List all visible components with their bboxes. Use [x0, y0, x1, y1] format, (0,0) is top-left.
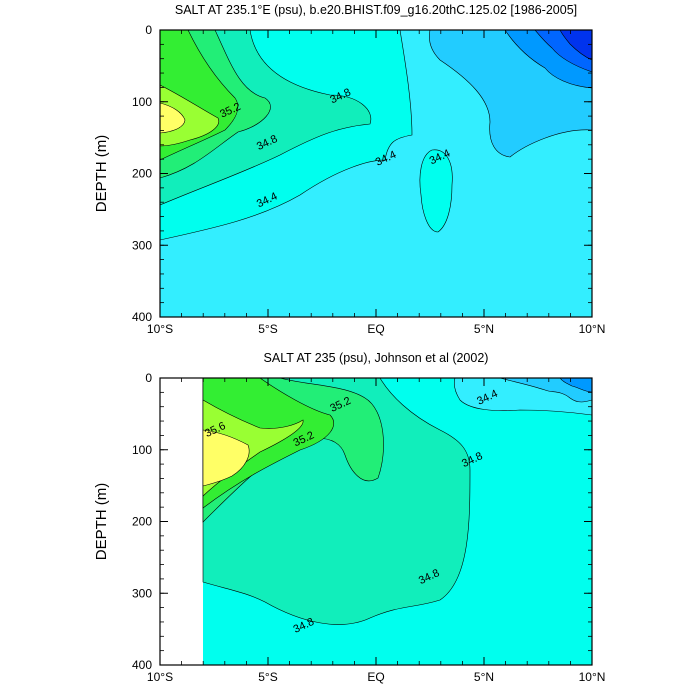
y-tick-label: 100 [132, 95, 152, 109]
y-tick-label: 0 [145, 371, 152, 385]
model-axes: 10°S 5°S EQ 5°N 10°N 0 100 200 300 400 DEPTH (m) [93, 23, 605, 336]
x-tick-label: 5°S [258, 670, 277, 684]
x-tick-label: 10°S [147, 322, 173, 336]
observed-panel-title: SALT AT 235 (psu), Johnson et al (2002) [264, 351, 489, 365]
model-salinity-panel: SALT AT 235.1°E (psu), b.e20.BHIST.f09_g… [93, 3, 605, 336]
fill-35-6 [160, 102, 186, 134]
x-tick-label: EQ [367, 670, 384, 684]
x-tick-label: EQ [367, 322, 384, 336]
x-tick-label: 5°S [258, 322, 277, 336]
y-axis-label: DEPTH (m) [93, 483, 110, 561]
observed-salinity-panel: SALT AT 235 (psu), Johnson et al (2002) … [93, 351, 605, 684]
fill-35-8 [202, 429, 250, 487]
x-tick-label: 5°N [474, 670, 494, 684]
y-axis-label: DEPTH (m) [93, 135, 110, 213]
observed-axes: 10°S 5°S EQ 5°N 10°N 0 100 200 300 400 DEPTH (m) [93, 371, 605, 684]
fill-35-4 [160, 84, 220, 147]
y-tick-label: 0 [145, 23, 152, 37]
observed-contour-fills [202, 378, 592, 665]
fill-34-2 [559, 378, 592, 393]
model-contour-fills [160, 30, 592, 317]
x-tick-label: 10°S [147, 670, 173, 684]
fill-34-4-island [419, 149, 453, 233]
y-tick-label: 400 [132, 310, 152, 324]
y-tick-label: 300 [132, 586, 152, 600]
x-tick-label: 10°N [579, 670, 606, 684]
model-panel-title: SALT AT 235.1°E (psu), b.e20.BHIST.f09_g… [175, 3, 577, 17]
x-tick-label: 5°N [474, 322, 494, 336]
y-tick-label: 200 [132, 167, 152, 181]
y-tick-label: 400 [132, 658, 152, 672]
y-tick-label: 200 [132, 515, 152, 529]
y-tick-label: 100 [132, 443, 152, 457]
y-tick-label: 300 [132, 238, 152, 252]
x-tick-label: 10°N [579, 322, 606, 336]
